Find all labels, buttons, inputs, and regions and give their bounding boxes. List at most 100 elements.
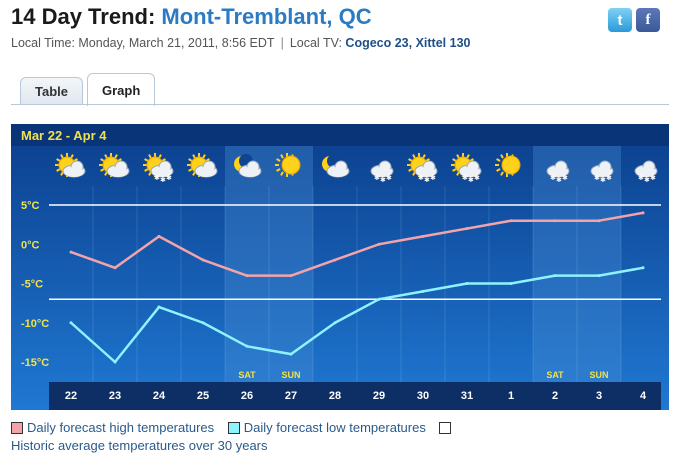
social-links: t f — [608, 8, 660, 32]
weekend-band — [269, 146, 313, 382]
legend-low-swatch — [227, 422, 240, 434]
svg-text:✱: ✱ — [462, 174, 468, 182]
y-tick-label: -10°C — [21, 318, 49, 330]
svg-text:✱: ✱ — [160, 176, 166, 184]
high-temp-point — [201, 258, 205, 262]
low-temp-point — [69, 321, 73, 325]
snow-cloud-icon: ✱ ✱ ✱ — [634, 160, 658, 184]
moon-cloud-icon — [322, 154, 350, 178]
high-temp-point — [157, 234, 161, 238]
x-tick-label: 4 — [640, 390, 647, 402]
tab-table[interactable]: Table — [20, 77, 83, 105]
low-temp-point — [641, 266, 645, 270]
x-tick-label: 1 — [508, 390, 514, 402]
x-tick-label: 22 — [65, 390, 77, 402]
title-location: Mont-Tremblant, QC — [161, 4, 372, 29]
svg-text:✱: ✱ — [594, 174, 600, 182]
chart-header-bar — [11, 124, 669, 146]
y-tick-label: 0°C — [21, 239, 40, 251]
subheader: Local Time: Monday, March 21, 2011, 8:56… — [11, 36, 470, 50]
chart-title: Mar 22 - Apr 4 — [21, 128, 107, 143]
y-tick-label: 5°C — [21, 200, 40, 212]
weekend-label: SUN — [589, 370, 608, 380]
svg-text:✱: ✱ — [424, 176, 430, 184]
low-temp-point — [113, 360, 117, 364]
high-temp-point — [245, 274, 249, 278]
svg-text:✱: ✱ — [644, 176, 650, 184]
x-tick-label: 3 — [596, 390, 602, 402]
svg-text:✱: ✱ — [468, 176, 474, 184]
cloudy-sun-icon — [55, 153, 86, 178]
cloudy-sun-icon — [187, 153, 218, 178]
tab-graph[interactable]: Graph — [87, 73, 156, 106]
local-tv-label: Local TV: — [289, 36, 342, 50]
high-temp-point — [597, 219, 601, 223]
x-tick-label: 2 — [552, 390, 558, 402]
chart-svg: Mar 22 - Apr 45°C0°C-5°C-10°C-15°C✱ ✱ ✱ ✱ ✱ ✱… — [11, 124, 669, 410]
tab-bar: Table Graph — [20, 73, 156, 106]
x-tick-label: 31 — [461, 390, 473, 402]
x-tick-label: 30 — [417, 390, 429, 402]
snow-sun-icon: ✱ ✱ ✱ — [407, 153, 438, 184]
local-tv-link[interactable]: Cogeco 23, Xittel 130 — [345, 36, 471, 50]
weekend-label: SUN — [281, 370, 300, 380]
legend-high-label: Daily forecast high temperatures — [27, 420, 215, 435]
facebook-icon[interactable]: f — [636, 8, 660, 32]
sun-icon — [495, 153, 521, 177]
x-tick-label: 27 — [285, 390, 297, 402]
svg-text:✱: ✱ — [606, 174, 612, 182]
snow-cloud-icon: ✱ ✱ ✱ — [546, 160, 570, 184]
legend-high-swatch — [11, 422, 23, 434]
x-tick-label: 23 — [109, 390, 121, 402]
x-tick-label: 25 — [197, 390, 209, 402]
svg-text:✱: ✱ — [430, 174, 436, 182]
low-temp-point — [377, 297, 381, 301]
twitter-icon[interactable]: t — [608, 8, 632, 32]
low-temp-point — [201, 321, 205, 325]
trend-chart: Mar 22 - Apr 4 5°C 0°C -5°C -10°C -15°C ✱ ✱ ✱ ✱ ✱ ✱… — [11, 124, 669, 410]
weekend-band — [225, 146, 269, 382]
legend-historic-swatch — [439, 422, 452, 434]
weekend-label: SAT — [238, 370, 256, 380]
high-temp-point — [289, 274, 293, 278]
low-temp-point — [553, 274, 557, 278]
high-temp-point — [421, 234, 425, 238]
svg-text:✱: ✱ — [154, 174, 160, 182]
svg-text:✱: ✱ — [418, 174, 424, 182]
legend-historic-label: Historic average temperatures over 30 ye… — [11, 438, 268, 453]
low-temp-point — [465, 282, 469, 285]
legend-high: Daily forecast high temperatures — [11, 420, 214, 436]
high-temp-point — [377, 242, 381, 246]
low-temp-point — [509, 282, 513, 285]
low-temp-line — [70, 266, 644, 364]
svg-text:✱: ✱ — [600, 176, 606, 184]
x-tick-label: 26 — [241, 390, 253, 402]
high-temp-point — [553, 219, 557, 223]
svg-text:✱: ✱ — [386, 174, 392, 182]
local-time: Local Time: Monday, March 21, 2011, 8:56… — [11, 36, 275, 50]
low-temp-point — [421, 289, 425, 293]
separator: | — [280, 36, 284, 50]
weekend-band — [577, 146, 621, 382]
low-temp-point — [597, 274, 601, 278]
high-temp-point — [641, 211, 645, 215]
legend-low-label: Daily forecast low temperatures — [243, 420, 426, 435]
y-tick-label: -15°C — [21, 357, 49, 369]
high-temp-point — [465, 227, 469, 231]
snow-sun-icon: ✱ ✱ ✱ — [451, 153, 482, 184]
svg-text:✱: ✱ — [474, 174, 480, 182]
snow-cloud-icon: ✱ ✱ ✱ — [590, 160, 614, 184]
svg-text:✱: ✱ — [550, 174, 556, 182]
svg-text:✱: ✱ — [650, 174, 656, 182]
low-temp-point — [245, 344, 249, 348]
weekend-label: SAT — [546, 370, 564, 380]
cloudy-sun-icon — [99, 153, 130, 178]
svg-text:✱: ✱ — [638, 174, 644, 182]
x-axis-bar — [49, 382, 661, 410]
chart-legend: Daily forecast high temperatures Daily f… — [11, 420, 651, 454]
svg-text:✱: ✱ — [556, 176, 562, 184]
svg-text:✱: ✱ — [374, 174, 380, 182]
svg-text:✱: ✱ — [166, 174, 172, 182]
snow-sun-icon: ✱ ✱ ✱ — [143, 153, 174, 184]
svg-text:✱: ✱ — [562, 174, 568, 182]
